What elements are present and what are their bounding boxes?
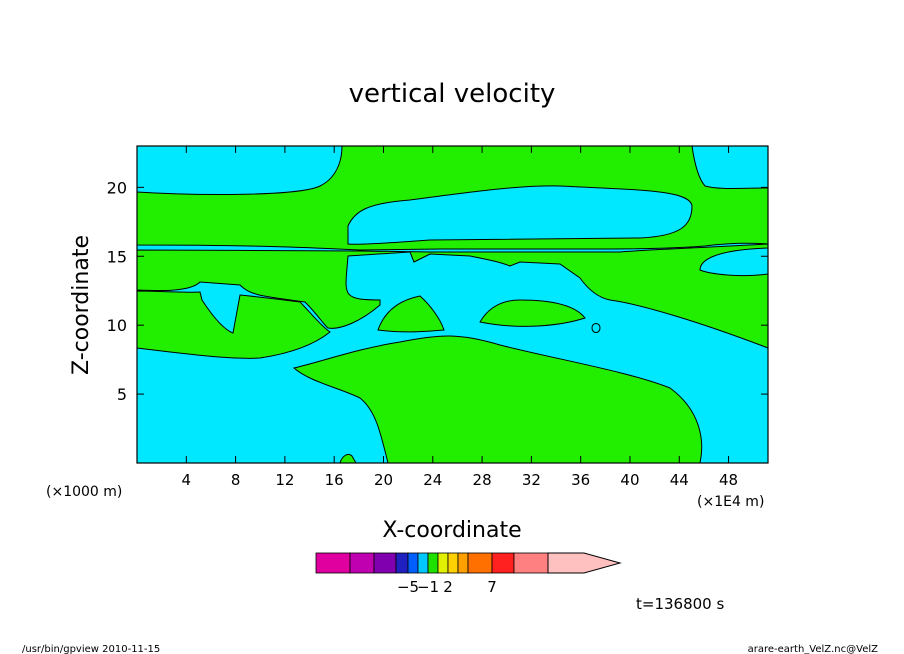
contour-region-bottom-nub [339, 453, 357, 464]
contour-channel-upper [347, 185, 693, 245]
colorbar [315, 552, 622, 574]
x-scale-note-left: (×1000 m) [46, 484, 122, 500]
x-axis-label: X-coordinate [382, 518, 521, 543]
x-tick-label: 40 [620, 471, 639, 489]
x-tick-label: 36 [571, 471, 590, 489]
colorbar-label: 7 [487, 578, 497, 596]
x-tick-label: 12 [275, 471, 294, 489]
time-label: t=136800 s [636, 595, 724, 613]
y-tick-label: 5 [117, 385, 127, 404]
colorbar-swatch [467, 552, 493, 574]
colorbar-swatch [437, 552, 449, 574]
x-tick-label: 28 [473, 471, 492, 489]
colorbar-swatch [417, 552, 429, 574]
x-tick-label: 20 [374, 471, 393, 489]
colorbar-label: 2 [443, 578, 453, 596]
colorbar-swatch [427, 552, 439, 574]
contour-channel-spot [591, 323, 601, 333]
y-tick-label: 20 [107, 178, 127, 197]
contour-region-middle [136, 243, 769, 349]
colorbar-swatch [349, 552, 375, 574]
colorbar-swatch [457, 552, 469, 574]
x-tick-label: 48 [719, 471, 738, 489]
contour-region-lower-left [136, 290, 331, 359]
colorbar-swatch [491, 552, 515, 574]
colorbar-label: −1 [417, 578, 439, 596]
colorbar-swatch [315, 552, 351, 574]
y-axis-label: Z-coordinate [69, 235, 94, 375]
x-tick-label: 44 [670, 471, 689, 489]
colorbar-swatch [513, 552, 549, 574]
colorbar-label: −5 [397, 578, 419, 596]
contour-region-island-b [479, 299, 586, 327]
x-tick-label: 24 [423, 471, 442, 489]
contour-region-bottom [292, 335, 703, 464]
contour-region-island-a [377, 295, 445, 333]
x-tick-label: 8 [231, 471, 241, 489]
colorbar-labels: −5−1 2 7 [397, 578, 497, 596]
colorbar-swatch-arrow [547, 552, 622, 574]
plot-frame [136, 145, 769, 464]
y-tick-label: 10 [107, 316, 127, 335]
x-tick-label: 4 [182, 471, 192, 489]
x-tick-label: 32 [522, 471, 541, 489]
chart-title: vertical velocity [349, 79, 556, 109]
colorbar-swatch [395, 552, 409, 574]
x-scale-note-right: (×1E4 m) [697, 494, 764, 510]
colorbar-swatch [407, 552, 419, 574]
y-tick-label: 15 [107, 247, 127, 266]
x-tick-label: 16 [325, 471, 344, 489]
plot-area [136, 145, 769, 464]
colorbar-swatch [373, 552, 397, 574]
y-ticks: 5 10 15 20 [107, 178, 768, 404]
x-ticks: 4 8 12 16 20 24 28 32 36 40 44 48 [182, 146, 738, 489]
footer-right: arare-earth_VelZ.nc@VelZ [748, 644, 879, 654]
footer-left: /usr/bin/gpview 2010-11-15 [22, 644, 160, 654]
colorbar-swatch [447, 552, 459, 574]
